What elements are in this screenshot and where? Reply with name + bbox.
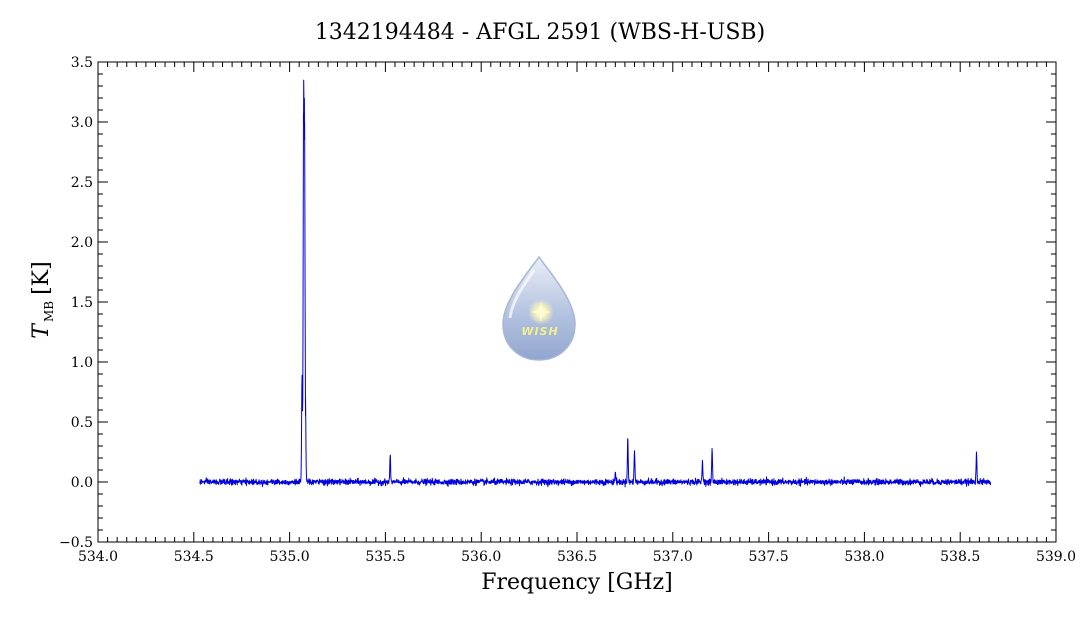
x-tick-label: 536.0 [461,549,501,565]
y-tick-label: 0.0 [71,475,93,491]
y-tick-label: 3.0 [71,115,93,131]
y-tick-label: 2.5 [71,175,93,191]
x-tick-label: 534.5 [174,549,214,565]
y-tick-label: 0.5 [71,415,93,431]
svg-text:TMB[K]: TMB [K] [29,261,56,338]
x-tick-label: 538.0 [844,549,884,565]
y-tick-label: 1.5 [71,295,93,311]
x-tick-label: 536.5 [557,549,597,565]
x-tick-label: 535.5 [365,549,405,565]
x-tick-label: 538.5 [940,549,980,565]
y-tick-labels: −0.5 0.0 0.5 1.0 1.5 2.0 2.5 3.0 3.5 [59,55,93,551]
x-axis-label: Frequency [GHz] [481,570,673,595]
y-tick-label: 3.5 [71,55,93,71]
x-tick-label: 537.5 [749,549,789,565]
logo-text: WISH [521,325,558,338]
chart-title: 1342194484 - AFGL 2591 (WBS-H-USB) [315,20,765,45]
y-axis-label-subscript: MB [42,301,56,322]
y-axis-label-symbol: T [29,322,54,339]
y-tick-label: 2.0 [71,235,93,251]
water-drop-star-logo: WISH [502,255,576,361]
x-tick-label: 539.0 [1036,549,1076,565]
x-tick-label: 535.0 [270,549,310,565]
spectrum-series-line [199,79,992,488]
axis-ticks [97,61,1057,543]
plot-frame [97,61,1057,543]
y-axis-label: TMB [K] [29,261,56,338]
x-tick-label: 537.0 [653,549,693,565]
y-axis-label-unit: [K] [29,261,54,295]
y-tick-label: −0.5 [59,535,93,551]
x-tick-labels: 534.0 534.5 535.0 535.5 536.0 536.5 537.0 537.5… [78,549,1076,565]
y-tick-label: 1.0 [71,355,93,371]
x-tick-label: 534.0 [78,549,118,565]
